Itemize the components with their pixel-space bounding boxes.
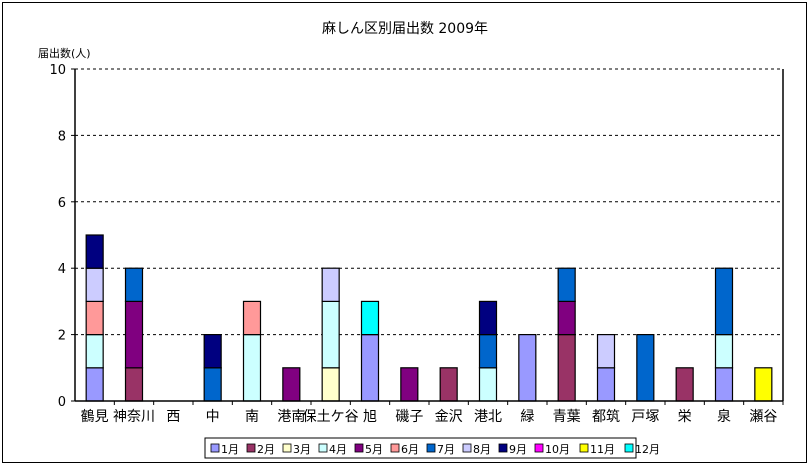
x-tick-label: 旭 bbox=[363, 409, 377, 425]
x-tick-label: 磯子 bbox=[395, 409, 423, 425]
x-tick-label: 栄 bbox=[678, 409, 692, 425]
chart-frame bbox=[2, 2, 807, 463]
x-tick-label: 南 bbox=[245, 409, 259, 425]
bar-segment bbox=[85, 334, 104, 369]
bar-segment bbox=[85, 367, 104, 402]
y-axis-label: 届出数(人) bbox=[38, 46, 91, 60]
bar-segment bbox=[203, 334, 222, 369]
x-tick-label: 戸塚 bbox=[631, 409, 659, 425]
legend-swatch bbox=[282, 443, 292, 453]
bar-segment bbox=[518, 334, 537, 402]
y-tick-label: 2 bbox=[58, 329, 66, 344]
bar-segment bbox=[242, 334, 262, 402]
y-tick-label: 0 bbox=[58, 395, 66, 410]
bar-segment bbox=[321, 300, 340, 369]
x-tick-label: 瀬谷 bbox=[749, 409, 777, 425]
bar-segment bbox=[360, 334, 380, 402]
legend-label: 6月 bbox=[401, 443, 419, 456]
x-tick-label: 金沢 bbox=[435, 409, 463, 425]
bar-segment bbox=[714, 367, 734, 402]
bar-segment bbox=[203, 367, 222, 402]
legend-swatch bbox=[579, 443, 589, 453]
bar-segment bbox=[636, 334, 655, 402]
legend-swatch bbox=[354, 443, 364, 453]
legend-label: 8月 bbox=[473, 443, 491, 456]
bar-segment bbox=[124, 267, 144, 303]
legend-swatch bbox=[426, 443, 436, 453]
bar-segment bbox=[478, 334, 498, 369]
bar-segment bbox=[85, 267, 104, 303]
bar-segment bbox=[714, 334, 734, 369]
y-tick-label: 6 bbox=[58, 196, 66, 211]
bar-segment bbox=[439, 367, 458, 402]
legend-label: 5月 bbox=[365, 443, 383, 456]
bar-segment bbox=[321, 367, 340, 402]
x-tick-label: 中 bbox=[206, 409, 220, 425]
legend-label: 3月 bbox=[293, 443, 311, 456]
x-tick-label: 港北 bbox=[474, 409, 502, 425]
bar-segment bbox=[557, 267, 576, 303]
legend-box bbox=[204, 437, 637, 459]
bar-segment bbox=[400, 367, 419, 402]
x-tick-label: 神奈川 bbox=[113, 409, 155, 425]
legend-swatch bbox=[534, 443, 544, 453]
legend-label: 10月 bbox=[545, 443, 570, 456]
bar-segment bbox=[85, 300, 104, 336]
legend-swatch bbox=[318, 443, 328, 453]
x-tick-label: 西 bbox=[166, 409, 180, 425]
legend-label: 4月 bbox=[329, 443, 347, 456]
y-tick-label: 10 bbox=[49, 63, 66, 78]
bar-segment bbox=[557, 334, 576, 402]
legend-swatch bbox=[390, 443, 400, 453]
bar-segment bbox=[596, 367, 616, 402]
legend-label: 11月 bbox=[590, 443, 615, 456]
legend-label: 12月 bbox=[635, 443, 660, 456]
x-tick-label: 緑 bbox=[520, 409, 534, 425]
bar-segment bbox=[124, 367, 144, 402]
bar-segment bbox=[596, 334, 616, 369]
legend-swatch bbox=[624, 443, 634, 453]
bar-segment bbox=[754, 367, 773, 402]
legend-swatch bbox=[462, 443, 472, 453]
x-tick-label: 保土ケ谷 bbox=[303, 409, 359, 425]
legend-swatch bbox=[210, 443, 220, 453]
y-tick-label: 4 bbox=[58, 262, 66, 277]
bar-segment bbox=[478, 367, 498, 402]
x-tick-label: 港南 bbox=[277, 409, 305, 425]
chart-title: 麻しん区別届出数 2009年 bbox=[322, 21, 488, 37]
bar-segment bbox=[714, 267, 734, 336]
legend-label: 1月 bbox=[221, 443, 239, 456]
legend-swatch bbox=[246, 443, 256, 453]
x-tick-label: 鶴見 bbox=[81, 408, 109, 425]
bar-segment bbox=[675, 367, 694, 402]
legend-label: 7月 bbox=[437, 443, 455, 456]
legend-label: 9月 bbox=[509, 443, 527, 456]
bar-segment bbox=[360, 300, 380, 336]
x-tick-label: 泉 bbox=[717, 408, 731, 425]
legend-swatch bbox=[498, 443, 508, 453]
bar-segment bbox=[124, 300, 144, 369]
bar-segment bbox=[321, 267, 340, 303]
legend-label: 2月 bbox=[257, 443, 275, 456]
y-tick-label: 8 bbox=[58, 129, 66, 144]
bar-segment bbox=[557, 300, 576, 336]
bar-segment bbox=[242, 300, 262, 336]
bar-segment bbox=[478, 300, 498, 336]
bar-segment bbox=[85, 234, 104, 269]
x-tick-label: 都筑 bbox=[592, 409, 620, 425]
x-tick-label: 青葉 bbox=[553, 409, 581, 425]
bar-segment bbox=[282, 367, 301, 402]
